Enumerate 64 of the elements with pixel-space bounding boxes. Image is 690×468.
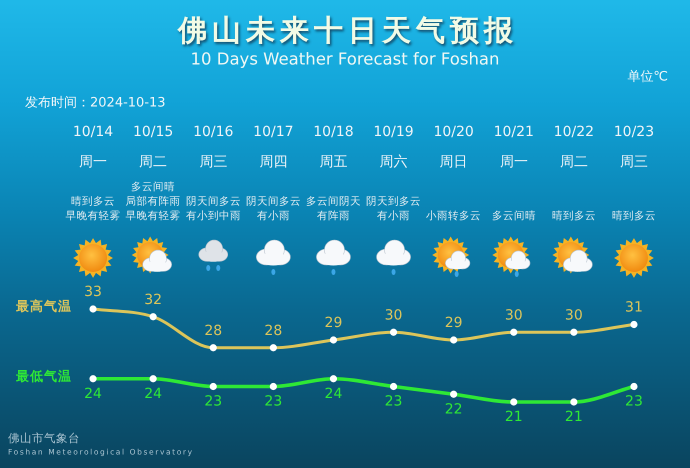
x-tick-label: 10/22 xyxy=(554,124,594,140)
text: 周日 xyxy=(440,154,468,170)
x-tick-label: 10/16 xyxy=(193,124,234,140)
text: 晴到多云 xyxy=(612,209,656,222)
chart-title: 佛山未来十日天气预报 xyxy=(177,13,518,47)
data-label: 31 xyxy=(625,300,643,316)
text: 有小雨 xyxy=(377,209,410,222)
x-tick-label: 10/20 xyxy=(433,124,474,140)
text: 小雨转多云 xyxy=(426,209,482,222)
text: 有小到中雨 xyxy=(186,209,241,222)
x-tick-label: 10/18 xyxy=(313,124,354,140)
text: 晴到多云 xyxy=(552,209,596,222)
text: 阴天间多云 xyxy=(246,196,301,208)
data-label: 23 xyxy=(625,394,643,410)
text: 周五 xyxy=(319,154,348,170)
data-label: 32 xyxy=(144,292,162,308)
data-label: 28 xyxy=(204,322,222,339)
x-tick-label: 10/15 xyxy=(132,124,174,140)
data-label: 30 xyxy=(504,307,523,324)
x-tick-label: 10/21 xyxy=(494,124,534,140)
text: 周一 xyxy=(500,154,528,170)
text: 多云间晴 xyxy=(492,209,536,222)
text: 多云间晴 xyxy=(131,180,176,193)
series-label: 最低气温 xyxy=(15,369,72,384)
text: 周三 xyxy=(620,154,648,170)
text: 早晚有轻雾 xyxy=(66,210,121,222)
text: 周三 xyxy=(199,154,228,170)
data-label: 23 xyxy=(384,394,402,410)
x-tick-label: 10/14 xyxy=(72,124,114,140)
series-label: 最高气温 xyxy=(15,298,72,314)
text: 有小雨 xyxy=(256,209,290,222)
data-label: 22 xyxy=(444,401,463,418)
text: 周六 xyxy=(380,154,408,170)
text: 发布时间：2024-10-13 xyxy=(25,96,166,110)
data-label: 24 xyxy=(324,386,342,402)
data-label: 28 xyxy=(264,322,282,339)
text: 佛山市气象台 xyxy=(8,431,80,445)
data-label: 30 xyxy=(564,307,583,324)
data-label: 23 xyxy=(204,394,222,410)
text: 早晚有轻雾 xyxy=(126,210,181,222)
text: 多云间阴天 xyxy=(306,196,361,208)
text: 有阵雨 xyxy=(316,209,350,222)
y-axis-title: 单位℃ xyxy=(627,70,668,84)
data-label: 29 xyxy=(444,315,463,331)
data-label: 23 xyxy=(264,394,282,410)
text: 晴到多云 xyxy=(71,194,116,208)
data-label: 21 xyxy=(564,409,583,425)
text: 局部有阵雨 xyxy=(126,194,181,208)
data-label: 33 xyxy=(84,284,102,300)
x-tick-label: 10/23 xyxy=(614,124,654,140)
x-tick-label: 10/19 xyxy=(373,124,414,140)
data-label: 24 xyxy=(84,386,102,402)
data-label: 29 xyxy=(324,315,342,331)
text: 周一 xyxy=(79,154,108,170)
text: 阴天间多云 xyxy=(186,196,241,208)
text: 周四 xyxy=(259,154,288,170)
text: 阴天到多云 xyxy=(366,196,422,208)
data-label: 24 xyxy=(144,386,162,402)
data-label: 21 xyxy=(504,409,523,425)
x-tick-label: 10/17 xyxy=(253,124,294,140)
chart-subtitle: 10 Days Weather Forecast for Foshan xyxy=(190,50,500,68)
text: 周二 xyxy=(560,154,588,170)
data-label: 30 xyxy=(384,307,402,324)
text: 周二 xyxy=(139,154,168,170)
